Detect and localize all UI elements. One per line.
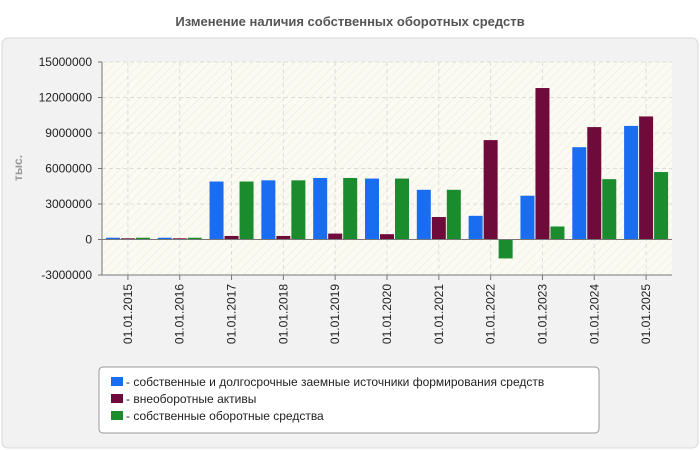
legend-label-1: - собственные и долгосрочные заемные ист… — [126, 375, 544, 389]
legend-swatch-1 — [111, 377, 123, 386]
bar-series-3 — [550, 226, 565, 240]
chart-title: Изменение наличия собственных оборотных … — [175, 14, 524, 29]
y-tick-label: 0 — [85, 233, 92, 247]
x-tick-label: 01.01.2023 — [535, 284, 549, 344]
bar-series-3 — [395, 178, 409, 240]
x-tick-label: 01.01.2025 — [639, 284, 653, 344]
bar-series-1 — [105, 237, 120, 240]
bar-series-1 — [520, 195, 535, 240]
bar-series-3 — [135, 237, 150, 240]
bar-series-1 — [209, 181, 224, 240]
bar-series-2 — [483, 140, 498, 240]
bar-series-2 — [328, 233, 343, 240]
bar-series-1 — [313, 177, 328, 240]
legend-swatch-3 — [111, 411, 123, 420]
bar-series-2 — [380, 234, 394, 240]
legend-swatch-2 — [111, 394, 123, 403]
bar-series-3 — [343, 177, 358, 240]
bar-series-1 — [624, 125, 639, 240]
bar-series-2 — [276, 235, 291, 240]
y-tick-label: -3000000 — [41, 268, 92, 282]
x-tick-label: 01.01.2022 — [484, 284, 498, 344]
legend-label-2: - внеоборотные активы — [126, 392, 256, 406]
bar-series-2 — [587, 127, 602, 240]
bar-series-1 — [416, 189, 431, 240]
bar-series-3 — [291, 180, 306, 240]
y-tick-labels: 15000000 12000000 9000000 6000000 3000000 0 -3… — [39, 55, 93, 282]
bar-series-1 — [365, 178, 379, 240]
axes — [98, 61, 672, 280]
x-tick-label: 01.01.2015 — [121, 284, 135, 344]
x-tick-labels: 01.01.2015 01.01.2016 01.01.2017 01.01.2018… — [121, 284, 653, 344]
bar-series-1 — [572, 147, 587, 240]
bars — [105, 88, 669, 259]
x-tick-label: 01.01.2021 — [432, 284, 446, 344]
x-tick-label: 01.01.2017 — [225, 284, 239, 344]
y-tick-label: 9000000 — [45, 126, 92, 140]
y-tick-label: 6000000 — [45, 162, 92, 176]
legend-label-3: - собственные оборотные средства — [126, 409, 324, 423]
y-tick-label: 12000000 — [39, 91, 93, 105]
x-tick-label: 01.01.2019 — [328, 284, 342, 344]
bar-series-2 — [224, 235, 239, 240]
legend-box — [98, 366, 600, 434]
y-axis-label: тыс. — [11, 155, 25, 181]
bar-series-1 — [157, 237, 172, 240]
x-tick-label: 01.01.2018 — [276, 284, 290, 344]
bar-series-2 — [431, 217, 446, 240]
y-tick-label: 15000000 — [39, 55, 93, 69]
bar-series-2 — [535, 88, 550, 240]
legend: - собственные и долгосрочные заемные ист… — [98, 366, 600, 434]
bar-series-1 — [261, 180, 276, 240]
x-tick-label: 01.01.2020 — [380, 284, 394, 344]
bar-series-3 — [239, 181, 254, 240]
bar-series-3 — [654, 172, 669, 240]
bar-series-3 — [602, 179, 617, 240]
bar-series-3 — [446, 189, 461, 240]
bar-series-2 — [120, 238, 135, 240]
bar-series-2 — [172, 238, 187, 240]
bar-series-2 — [639, 116, 654, 240]
bar-series-3 — [498, 239, 513, 259]
x-tick-label: 01.01.2016 — [173, 284, 187, 344]
y-tick-label: 3000000 — [45, 197, 92, 211]
bar-series-1 — [468, 215, 483, 240]
bar-series-3 — [187, 237, 202, 240]
x-tick-label: 01.01.2024 — [587, 284, 601, 344]
